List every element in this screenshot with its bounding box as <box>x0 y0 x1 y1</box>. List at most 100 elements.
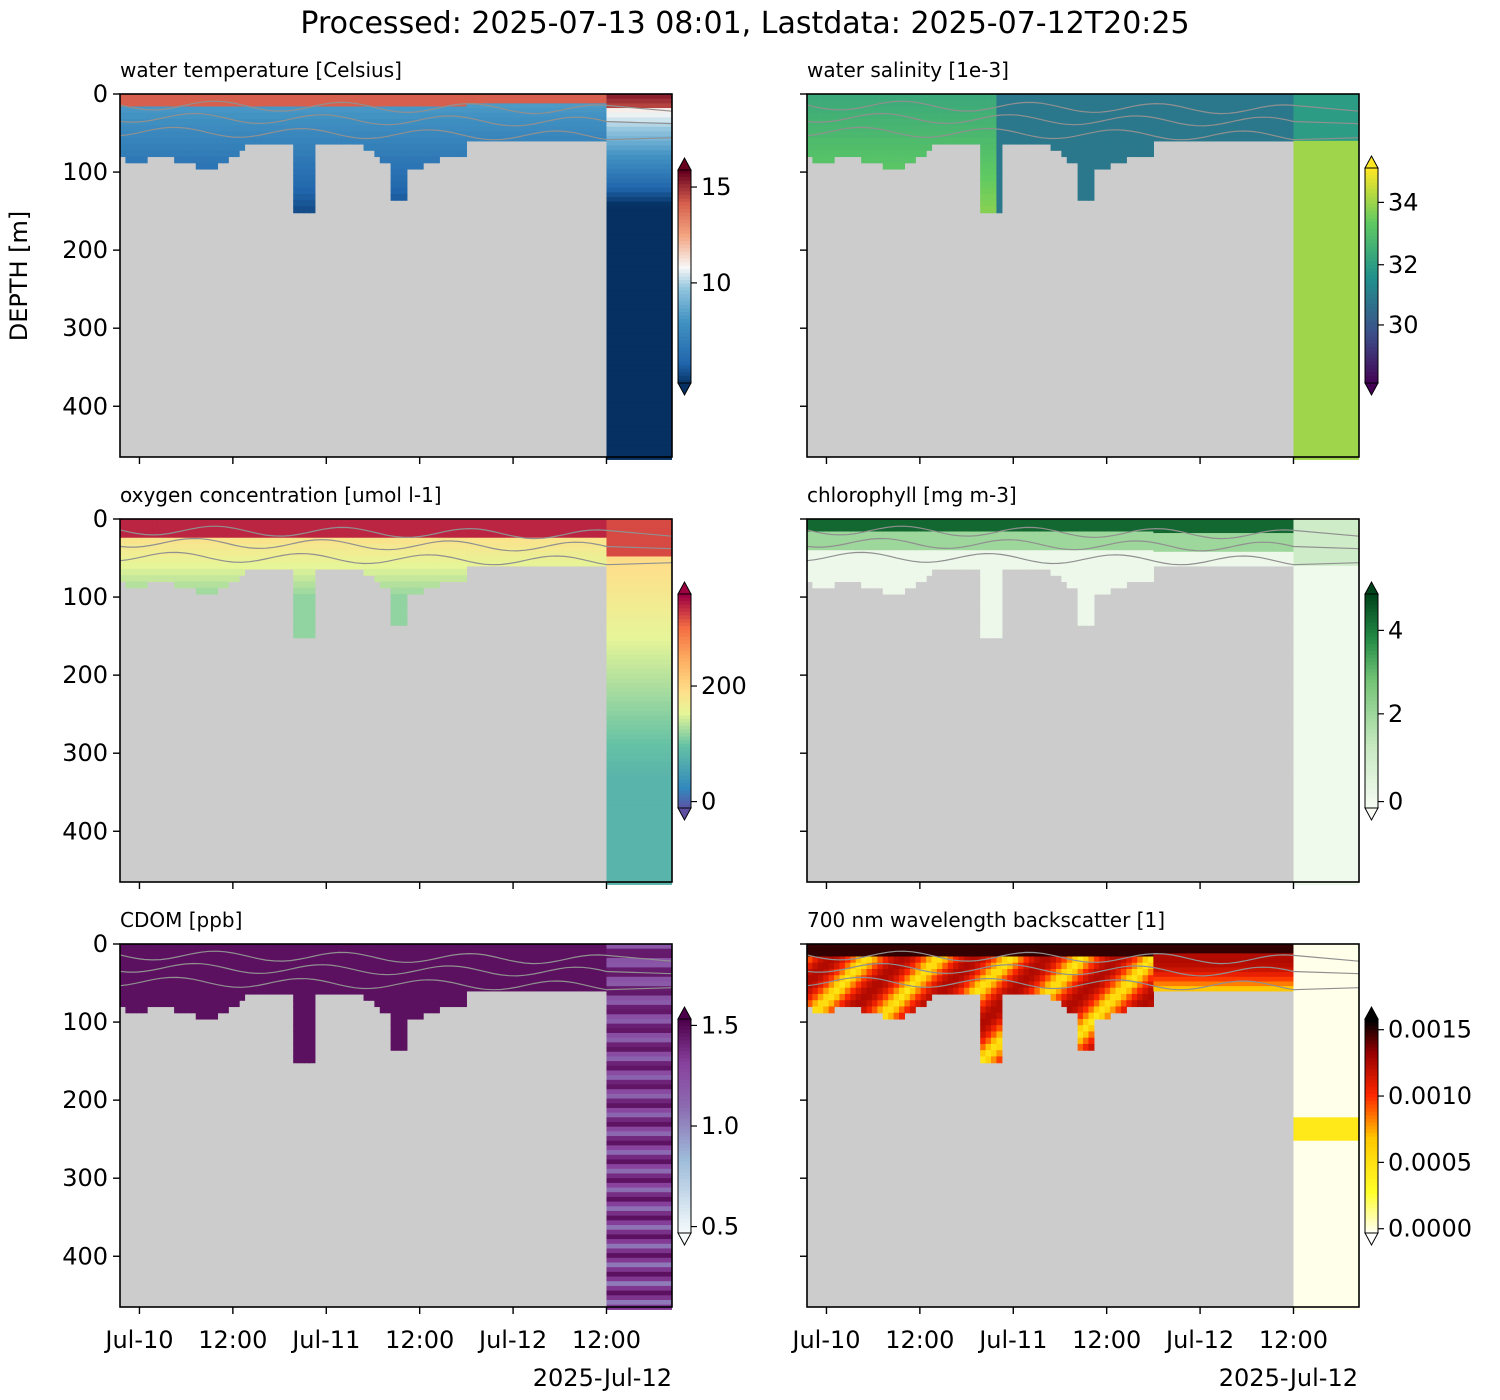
data-cell <box>1066 94 1073 101</box>
panel-title: chlorophyll [mg m-3] <box>807 483 1017 507</box>
data-cell <box>287 531 294 539</box>
data-cell <box>606 837 672 843</box>
data-cell <box>293 519 300 526</box>
data-cell <box>920 125 927 133</box>
data-cell <box>406 94 413 101</box>
data-cell <box>260 975 267 983</box>
data-cell <box>926 956 933 964</box>
data-cell <box>1126 987 1133 995</box>
data-cell <box>899 106 906 114</box>
data-cell <box>1083 168 1090 176</box>
data-cell <box>996 131 1003 139</box>
colorbar-cell <box>678 715 691 720</box>
data-cell <box>412 968 419 976</box>
data-cell <box>1083 975 1090 983</box>
data-cell <box>909 531 916 539</box>
data-cell <box>855 118 862 126</box>
colorbar-cell <box>1365 758 1378 763</box>
data-cell <box>606 537 672 544</box>
data-cell <box>1028 968 1035 976</box>
data-cell <box>444 1000 451 1008</box>
data-cell <box>358 950 365 958</box>
colorbar-cell <box>1365 622 1378 627</box>
data-cell <box>920 131 927 139</box>
data-cell <box>412 125 419 133</box>
data-cell <box>1050 975 1057 983</box>
data-cell <box>130 956 137 964</box>
data-cell <box>931 125 938 133</box>
data-cell <box>201 575 208 583</box>
data-cell <box>1126 100 1133 108</box>
colorbar-cell <box>678 758 691 763</box>
data-cell <box>1088 568 1095 576</box>
data-cell <box>417 531 424 539</box>
data-cell <box>260 962 267 970</box>
data-cell <box>996 956 1003 964</box>
data-cell <box>1012 987 1019 995</box>
data-cell <box>991 625 998 633</box>
data-cell <box>1088 193 1095 201</box>
data-cell <box>996 193 1003 201</box>
data-cell <box>888 562 895 570</box>
data-cell <box>293 1056 300 1064</box>
data-cell <box>1153 542 1294 548</box>
data-cell <box>926 562 933 570</box>
data-cell <box>1083 162 1090 170</box>
data-cell <box>807 118 814 126</box>
data-cell <box>985 1025 992 1033</box>
data-cell <box>882 568 889 576</box>
data-cell <box>606 1047 672 1053</box>
data-cell <box>331 562 338 570</box>
data-cell <box>1142 118 1149 126</box>
data-cell <box>828 581 835 589</box>
colorbar-tick-label: 34 <box>1388 188 1419 216</box>
data-cell <box>396 956 403 964</box>
data-cell <box>834 944 841 951</box>
data-cell <box>1061 550 1068 558</box>
data-cell <box>985 581 992 589</box>
data-cell <box>222 562 229 570</box>
colorbar-cell <box>678 1126 691 1131</box>
data-cell <box>228 94 235 101</box>
colorbar-extend-top <box>1364 580 1379 595</box>
data-cell <box>985 575 992 583</box>
data-cell <box>341 118 348 126</box>
data-cell <box>460 519 467 526</box>
y-tick-label: 0 <box>93 930 108 958</box>
data-cell <box>401 1025 408 1033</box>
data-cell <box>953 131 960 139</box>
data-cell <box>336 987 343 995</box>
data-cell <box>390 525 397 533</box>
data-cell <box>866 968 873 976</box>
data-cell <box>812 987 819 995</box>
data-cell <box>606 640 672 647</box>
data-cell <box>1099 944 1106 951</box>
data-cell <box>1120 94 1127 101</box>
data-cell <box>444 981 451 989</box>
data-cell <box>1055 94 1062 101</box>
data-cell <box>893 100 900 108</box>
data-cell <box>1083 968 1090 976</box>
colorbar-cell <box>1365 307 1378 312</box>
data-cell <box>1293 556 1359 562</box>
data-cell <box>406 125 413 133</box>
data-cell <box>152 981 159 989</box>
data-cell <box>455 543 462 551</box>
data-cell <box>861 1006 868 1014</box>
data-cell <box>871 100 878 108</box>
data-cell <box>130 531 137 539</box>
data-cell <box>179 543 186 551</box>
data-cell <box>341 94 348 101</box>
data-cell <box>352 962 359 970</box>
colorbar-cell <box>678 173 691 178</box>
data-cell <box>374 981 381 989</box>
data-cell <box>980 200 987 208</box>
data-cell <box>1099 131 1106 139</box>
data-cell <box>828 537 835 545</box>
data-cell <box>871 112 878 120</box>
data-cell <box>293 1043 300 1051</box>
data-cell <box>293 581 300 589</box>
data-cell <box>358 550 365 558</box>
data-cell <box>390 531 397 539</box>
data-cell <box>168 993 175 1001</box>
